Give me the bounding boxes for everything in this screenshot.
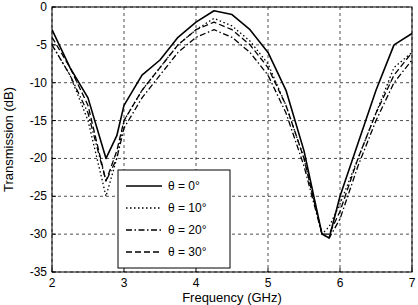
y-tick: [52, 158, 56, 159]
x-tick-label: 2: [49, 276, 56, 290]
y-tick-label: -10: [30, 76, 48, 90]
legend-label: θ = 30°: [168, 245, 207, 259]
plot-frame: [52, 7, 412, 272]
y-grid-line: [52, 120, 412, 121]
y-tick-label: -30: [30, 227, 48, 241]
series-line: [52, 30, 412, 238]
y-tick: [52, 234, 56, 235]
y-grid-line: [52, 82, 412, 83]
y-tick-label: -5: [36, 38, 47, 52]
legend-swatch: [126, 251, 162, 252]
series-line: [52, 11, 412, 238]
plot-bg: [52, 7, 412, 272]
legend-label: θ = 10°: [168, 201, 207, 215]
x-axis-label: Frequency (GHz): [182, 290, 282, 305]
y-tick-label: -20: [30, 151, 48, 165]
y-tick-label: -35: [30, 265, 48, 279]
x-tick: [268, 268, 269, 272]
legend-label: θ = 20°: [168, 223, 207, 237]
x-grid-line: [268, 7, 269, 272]
legend-swatch: [126, 207, 162, 208]
legend-label: θ = 0°: [168, 179, 200, 193]
x-tick: [196, 268, 197, 272]
x-tick: [124, 268, 125, 272]
y-grid-line: [52, 44, 412, 45]
y-tick-label: -25: [30, 189, 48, 203]
y-tick: [52, 120, 56, 121]
series-line: [52, 22, 412, 234]
x-tick-label: 5: [265, 276, 272, 290]
y-grid-line: [52, 234, 412, 235]
legend-swatch: [126, 185, 162, 187]
x-tick-label: 7: [409, 276, 416, 290]
y-tick-label: 0: [40, 0, 47, 14]
x-tick-label: 4: [193, 276, 200, 290]
x-tick: [340, 268, 341, 272]
series-group: [52, 11, 412, 238]
legend-swatch: [126, 229, 162, 230]
y-grid-line: [52, 196, 412, 197]
x-tick-label: 6: [337, 276, 344, 290]
y-tick: [52, 196, 56, 197]
x-tick-label: 3: [121, 276, 128, 290]
chart: 2 3 4 5 6 7 -35 -30 -25 -20 -15 -10 -5 0 Frequency (GH…: [0, 0, 418, 305]
y-axis-label: Transmission (dB): [1, 87, 16, 192]
legend-box: [118, 170, 230, 268]
y-tick: [52, 82, 56, 83]
x-grid-line: [340, 7, 341, 272]
series-line: [52, 18, 412, 234]
y-tick-label: -15: [30, 114, 48, 128]
